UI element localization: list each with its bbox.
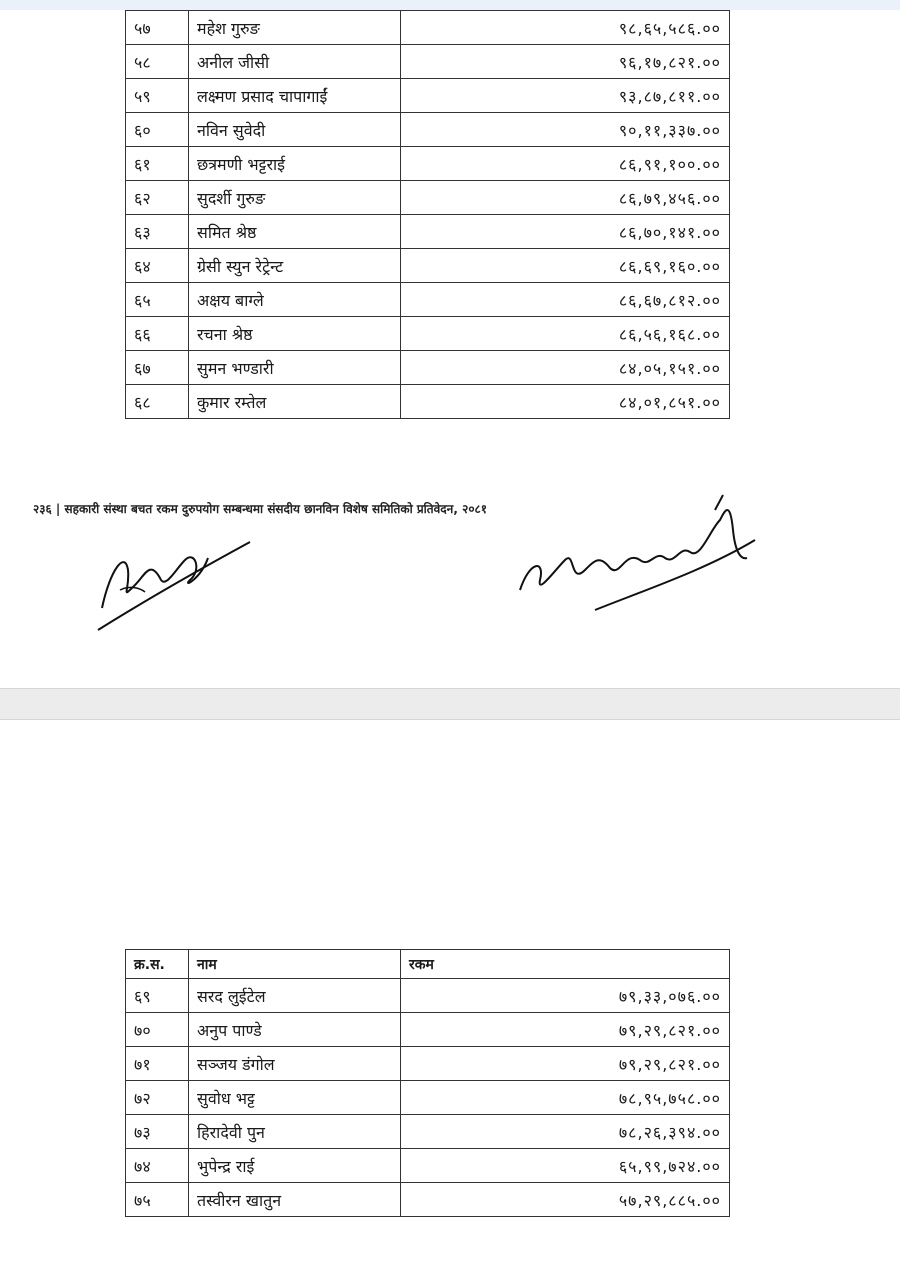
amount: ८६,५६,१६८.००: [400, 316, 730, 351]
table-row: ६६ रचना श्रेष्ठ ८६,५६,१६८.००: [125, 316, 730, 351]
table-row: ६१ छत्रमणी भट्टराई ८६,९१,१००.००: [125, 146, 730, 181]
amount: ८४,०५,१५१.००: [400, 350, 730, 385]
person-name: तस्वीरन खातुन: [188, 1182, 401, 1217]
amount: ८४,०१,८५१.००: [400, 384, 730, 419]
table-row: ६७ सुमन भण्डारी ८४,०५,१५१.००: [125, 350, 730, 385]
serial-number: ६३: [125, 214, 189, 249]
serial-number: ७१: [125, 1046, 189, 1081]
serial-number: ६५: [125, 282, 189, 317]
person-name: समित श्रेष्ठ: [188, 214, 401, 249]
amount: ८६,६७,८१२.००: [400, 282, 730, 317]
document-page-2: क्र.स. नाम रकम ६९ सरद लुईटेल ७९,३३,०७६.०० ७…: [0, 720, 900, 1262]
table-row: ६४ ग्रेसी स्युन रेट्रेन्ट ८६,६९,१६०.००: [125, 248, 730, 283]
serial-number: ७४: [125, 1148, 189, 1183]
person-name: छत्रमणी भट्टराई: [188, 146, 401, 181]
amount: ८६,९१,१००.००: [400, 146, 730, 181]
table-row: ६८ कुमार रम्तेल ८४,०१,८५१.००: [125, 384, 730, 419]
header-amount: रकम: [400, 949, 730, 979]
viewer-top-bar: [0, 0, 900, 10]
serial-number: ७२: [125, 1080, 189, 1115]
table-row: ६० नविन सुवेदी ९०,११,३३७.००: [125, 112, 730, 147]
amount: ९०,११,३३७.००: [400, 112, 730, 147]
amount: ५७,२९,८८५.००: [400, 1182, 730, 1217]
table-row: ७३ हिरादेवी पुन ७८,२६,३९४.००: [125, 1114, 730, 1149]
table-row: ६३ समित श्रेष्ठ ८६,७०,१४१.००: [125, 214, 730, 249]
person-name: सुवोध भट्ट: [188, 1080, 401, 1115]
serial-number: ६४: [125, 248, 189, 283]
table-header-row: क्र.स. नाम रकम: [125, 949, 730, 979]
amount: ९३,८७,८११.००: [400, 78, 730, 113]
serial-number: ७३: [125, 1114, 189, 1149]
document-page-1: ५७ महेश गुरुङ ९८,६५,५८६.०० ५८ अनील जीसी ९६,१७…: [0, 10, 900, 688]
table-row: ५९ लक्ष्मण प्रसाद चापागाईं ९३,८७,८११.००: [125, 78, 730, 113]
serial-number: ६८: [125, 384, 189, 419]
person-name: ग्रेसी स्युन रेट्रेन्ट: [188, 248, 401, 283]
serial-number: ६२: [125, 180, 189, 215]
table-row: ६९ सरद लुईटेल ७९,३३,०७६.००: [125, 978, 730, 1013]
amount: ८६,६९,१६०.००: [400, 248, 730, 283]
person-name: रचना श्रेष्ठ: [188, 316, 401, 351]
table-row: ५७ महेश गुरुङ ९८,६५,५८६.००: [125, 10, 730, 45]
table-row: ७४ भुपेन्द्र राई ६५,९९,७२४.००: [125, 1148, 730, 1183]
table-row: ७१ सञ्जय डंगोल ७९,२९,८२१.००: [125, 1046, 730, 1081]
signature-left: [97, 541, 251, 631]
amount-table-page-1: ५७ महेश गुरुङ ९८,६५,५८६.०० ५८ अनील जीसी ९६,१७…: [125, 10, 730, 419]
amount: ६५,९९,७२४.००: [400, 1148, 730, 1183]
person-name: सरद लुईटेल: [188, 978, 401, 1013]
person-name: सुमन भण्डारी: [188, 350, 401, 385]
table-row: ६५ अक्षय बाग्ले ८६,६७,८१२.००: [125, 282, 730, 317]
serial-number: ७०: [125, 1012, 189, 1047]
amount: ७९,२९,८२१.००: [400, 1012, 730, 1047]
header-serial: क्र.स.: [125, 949, 189, 979]
serial-number: ५८: [125, 44, 189, 79]
person-name: कुमार रम्तेल: [188, 384, 401, 419]
serial-number: ६६: [125, 316, 189, 351]
page-separator: [0, 688, 900, 720]
person-name: अनुप पाण्डे: [188, 1012, 401, 1047]
person-name: महेश गुरुङ: [188, 10, 401, 45]
serial-number: ७५: [125, 1182, 189, 1217]
amount: ७९,२९,८२१.००: [400, 1046, 730, 1081]
page-footer: २३६ | सहकारी संस्था बचत रकम दुरुपयोग सम्…: [33, 502, 488, 516]
amount: ८६,७९,४५६.००: [400, 180, 730, 215]
amount: ७८,९५,७५८.००: [400, 1080, 730, 1115]
person-name: अक्षय बाग्ले: [188, 282, 401, 317]
person-name: हिरादेवी पुन: [188, 1114, 401, 1149]
signature-right: [519, 494, 756, 611]
amount: ७९,३३,०७६.००: [400, 978, 730, 1013]
person-name: अनील जीसी: [188, 44, 401, 79]
table-row: ७० अनुप पाण्डे ७९,२९,८२१.००: [125, 1012, 730, 1047]
amount: ९८,६५,५८६.००: [400, 10, 730, 45]
person-name: सुदर्शी गुरुङ: [188, 180, 401, 215]
person-name: सञ्जय डंगोल: [188, 1046, 401, 1081]
header-name: नाम: [188, 949, 401, 979]
amount: ८६,७०,१४१.००: [400, 214, 730, 249]
person-name: भुपेन्द्र राई: [188, 1148, 401, 1183]
amount-table-page-2: क्र.स. नाम रकम ६९ सरद लुईटेल ७९,३३,०७६.०० ७…: [125, 949, 730, 1217]
table-row: ५८ अनील जीसी ९६,१७,८२१.००: [125, 44, 730, 79]
table-row: ६२ सुदर्शी गुरुङ ८६,७९,४५६.००: [125, 180, 730, 215]
serial-number: ६०: [125, 112, 189, 147]
table-row: ७२ सुवोध भट्ट ७८,९५,७५८.००: [125, 1080, 730, 1115]
table-row: ७५ तस्वीरन खातुन ५७,२९,८८५.००: [125, 1182, 730, 1217]
serial-number: ६१: [125, 146, 189, 181]
amount: ९६,१७,८२१.००: [400, 44, 730, 79]
amount: ७८,२६,३९४.००: [400, 1114, 730, 1149]
serial-number: ६७: [125, 350, 189, 385]
serial-number: ६९: [125, 978, 189, 1013]
serial-number: ५७: [125, 10, 189, 45]
serial-number: ५९: [125, 78, 189, 113]
person-name: नविन सुवेदी: [188, 112, 401, 147]
person-name: लक्ष्मण प्रसाद चापागाईं: [188, 78, 401, 113]
